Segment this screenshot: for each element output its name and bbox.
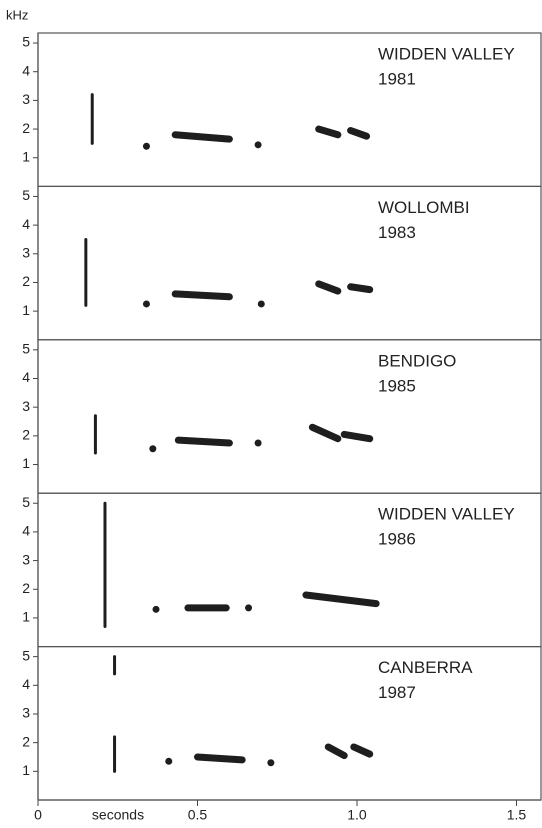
y-tick-label: 2 <box>22 580 30 596</box>
y-tick-label: 5 <box>22 494 30 510</box>
y-tick-label: 1 <box>22 302 30 318</box>
panel-year: 1981 <box>378 69 416 88</box>
note-band <box>340 430 374 443</box>
y-tick-label: 1 <box>22 609 30 625</box>
y-tick-label: 3 <box>22 91 30 107</box>
panel-year: 1987 <box>378 683 416 702</box>
y-tick-label: 4 <box>22 523 30 539</box>
note-band <box>193 753 246 764</box>
panel-location: WIDDEN VALLEY <box>378 505 515 524</box>
y-tick-label: 2 <box>22 427 30 443</box>
note-band <box>315 280 342 295</box>
y-tick-label: 5 <box>22 647 30 663</box>
y-tick-label: 2 <box>22 120 30 136</box>
note-band <box>171 131 233 143</box>
y-tick-label: 4 <box>22 676 30 692</box>
note-band <box>350 743 374 758</box>
y-tick-label: 2 <box>22 733 30 749</box>
note-band <box>347 283 374 294</box>
panel-location: WOLLOMBI <box>378 198 470 217</box>
panel-location: CANBERRA <box>378 658 473 677</box>
y-tick-label: 5 <box>22 187 30 203</box>
panel-frame <box>37 339 542 494</box>
y-tick-label: 3 <box>22 398 30 414</box>
x-tick-label: 1.0 <box>347 807 367 823</box>
note-band <box>324 743 348 760</box>
panel-year: 1983 <box>378 223 416 242</box>
panel-year: 1986 <box>378 530 416 549</box>
panel-frame <box>37 645 542 801</box>
panel-location: BENDIGO <box>378 351 456 370</box>
y-tick-label: 4 <box>22 216 30 232</box>
y-tick-label: 1 <box>22 455 30 471</box>
y-tick-label: 3 <box>22 551 30 567</box>
y-tick-label: 1 <box>22 148 30 164</box>
x-tick-label: 0 <box>34 807 42 823</box>
note-band <box>315 125 342 139</box>
panel-location: WIDDEN VALLEY <box>378 44 515 63</box>
note-band <box>347 126 371 140</box>
note-band <box>302 591 380 608</box>
x-axis-label: seconds <box>92 807 144 823</box>
y-tick-label: 5 <box>22 341 30 357</box>
y-tick-label: 4 <box>22 369 30 385</box>
panel-year: 1985 <box>378 376 416 395</box>
y-tick-label: 5 <box>22 34 30 50</box>
note-band <box>171 290 233 301</box>
x-tick-label: 0.5 <box>188 807 208 823</box>
y-tick-label: 4 <box>22 62 30 78</box>
x-tick-label: 1.5 <box>507 807 527 823</box>
y-tick-label: 2 <box>22 273 30 289</box>
y-tick-label: 1 <box>22 762 30 778</box>
note-band <box>308 423 342 443</box>
y-tick-label: 3 <box>22 244 30 260</box>
y-unit: kHz <box>6 7 28 22</box>
y-tick-label: 3 <box>22 705 30 721</box>
note-band <box>174 436 233 447</box>
